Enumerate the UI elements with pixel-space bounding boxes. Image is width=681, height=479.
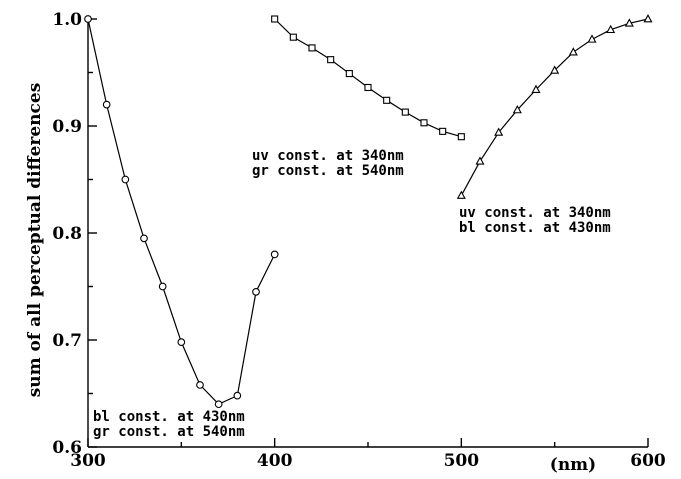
data-point-triangle <box>587 34 597 43</box>
series-line <box>460 18 649 196</box>
series-annotation: uv const. at 340nm <box>459 205 611 221</box>
data-point-square <box>439 127 447 135</box>
data-point-square <box>271 15 279 23</box>
data-point-square <box>420 119 428 127</box>
data-point-circle <box>233 391 242 400</box>
data-point-circle <box>84 15 92 23</box>
data-point-triangle <box>550 65 560 74</box>
data-point-triangle <box>512 105 522 114</box>
data-point-circle <box>214 400 223 409</box>
data-point-square <box>289 33 297 41</box>
y-tick-label: 1.0 <box>52 10 82 30</box>
data-point-triangle <box>456 190 466 199</box>
x-axis-label: (nm) <box>550 455 596 475</box>
series-annotation: gr const. at 540nm <box>252 163 404 179</box>
series-annotation: gr const. at 540nm <box>93 424 245 440</box>
data-point-circle <box>252 288 260 296</box>
series-annotation: bl const. at 430nm <box>459 220 611 236</box>
data-point-square <box>345 70 353 78</box>
series-square <box>271 15 465 141</box>
series-annotation: bl const. at 430nm <box>93 409 245 425</box>
data-point-square <box>401 108 409 116</box>
data-point-circle <box>158 282 167 291</box>
series-line <box>87 18 276 405</box>
data-point-circle <box>102 100 111 109</box>
y-tick-label: 0.6 <box>52 438 82 458</box>
data-point-circle <box>121 175 130 184</box>
series-circle <box>84 15 279 409</box>
data-point-triangle <box>494 127 504 136</box>
axes: 0.6 0.7 0.8 0.9 1.0 300 400 500 600 <box>52 10 665 471</box>
data-point-square <box>327 56 335 64</box>
data-point-circle <box>196 381 204 389</box>
data-point-triangle <box>643 14 653 23</box>
data-point-square <box>383 96 391 104</box>
x-tick-label: 600 <box>630 451 666 471</box>
y-tick-label: 0.7 <box>52 331 82 351</box>
data-point-triangle <box>531 84 541 93</box>
y-tick-label: 0.9 <box>52 117 82 137</box>
x-tick-label: 300 <box>70 451 106 471</box>
series-triangle <box>456 14 653 199</box>
data-point-square <box>364 83 372 92</box>
x-tick-label: 500 <box>444 451 480 471</box>
data-point-triangle <box>606 24 616 34</box>
series-line <box>274 18 462 138</box>
data-point-square <box>308 44 316 52</box>
data-point-square <box>457 133 465 141</box>
series-group <box>84 14 653 409</box>
data-point-circle <box>140 234 148 243</box>
data-point-circle <box>177 338 186 346</box>
y-tick-label: 0.8 <box>52 224 82 244</box>
data-point-triangle <box>624 18 634 27</box>
data-point-triangle <box>568 47 578 56</box>
data-point-circle <box>270 250 279 259</box>
series-annotation: uv const. at 340nm <box>252 148 404 164</box>
x-tick-label: 400 <box>257 451 293 471</box>
y-axis-label: sum of all perceptual differences <box>25 83 45 398</box>
data-point-triangle <box>475 156 485 165</box>
label-group: sum of all perceptual differences (nm) b… <box>25 83 611 475</box>
